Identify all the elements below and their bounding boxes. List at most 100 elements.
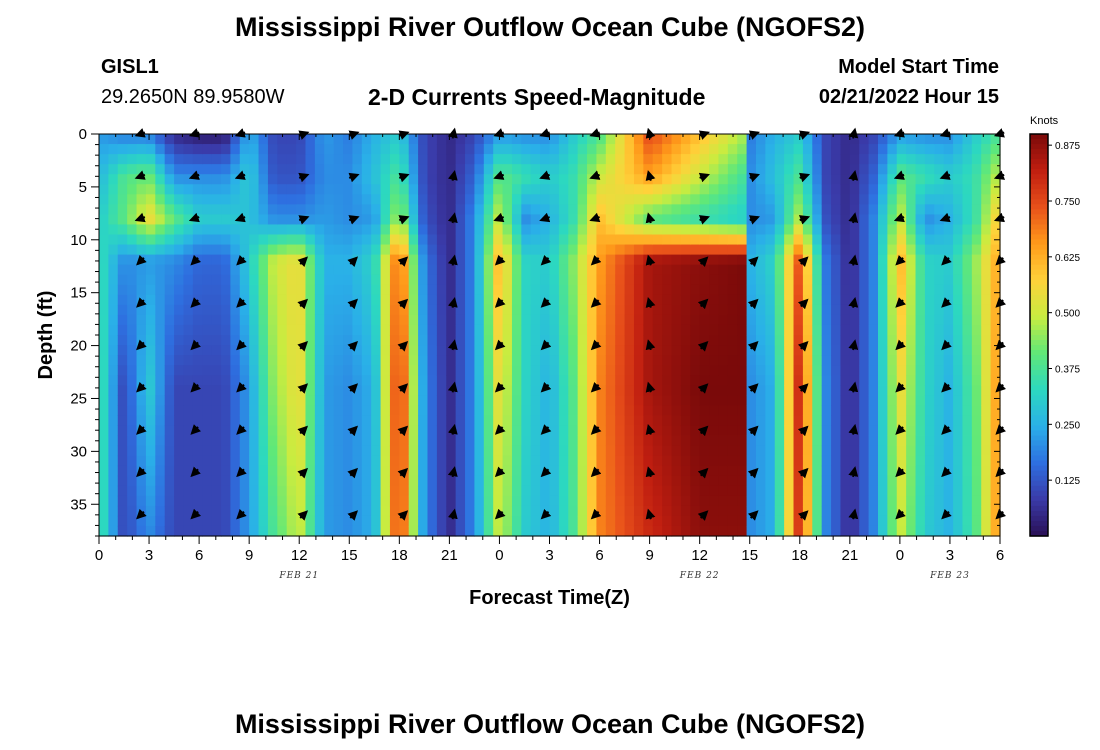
heatmap-cell xyxy=(962,134,973,145)
heatmap-cell xyxy=(718,234,729,246)
heatmap-cell xyxy=(962,405,973,416)
heatmap-cell xyxy=(971,525,982,537)
colorbar-segment xyxy=(1030,204,1048,210)
heatmap-cell xyxy=(549,274,560,286)
heatmap-cell xyxy=(314,395,325,406)
heatmap-cell xyxy=(981,385,992,396)
heatmap-cell xyxy=(361,345,372,356)
heatmap-cell xyxy=(615,395,626,406)
heatmap-cell xyxy=(530,254,541,266)
heatmap-cell xyxy=(906,415,917,427)
current-arrow xyxy=(797,256,809,267)
heatmap-cell xyxy=(333,154,344,165)
heatmap-cell xyxy=(718,164,729,175)
heatmap-cell xyxy=(662,395,673,406)
heatmap-cell xyxy=(690,174,701,185)
heatmap-cell xyxy=(446,144,457,155)
heatmap-cell xyxy=(145,204,156,215)
heatmap-cell xyxy=(352,515,363,527)
heatmap-cell xyxy=(934,415,945,427)
heatmap-cell xyxy=(230,194,241,205)
heatmap-cell xyxy=(709,405,720,416)
heatmap-cell xyxy=(953,465,964,477)
heatmap-cell xyxy=(427,385,438,396)
heatmap-cell xyxy=(361,324,372,336)
heatmap-cell xyxy=(859,194,870,205)
heatmap-cell xyxy=(502,475,513,487)
heatmap-cell xyxy=(267,425,278,437)
heatmap-cell xyxy=(709,335,720,346)
heatmap-cell xyxy=(277,314,288,326)
heatmap-cell xyxy=(906,485,917,497)
heatmap-cell xyxy=(221,214,231,226)
heatmap-cell xyxy=(605,184,616,195)
heatmap-cell xyxy=(380,405,391,416)
heatmap-cell xyxy=(267,144,278,155)
current-arrow xyxy=(136,254,147,266)
heatmap-cell xyxy=(568,244,579,256)
heatmap-cell xyxy=(690,274,701,286)
heatmap-cell xyxy=(258,515,269,527)
heatmap-cell xyxy=(399,274,410,286)
heatmap-cell xyxy=(108,134,119,145)
heatmap-cell xyxy=(821,234,832,246)
heatmap-cell xyxy=(399,194,410,205)
heatmap-cell xyxy=(221,515,231,527)
heatmap-cell xyxy=(840,284,851,296)
heatmap-cell xyxy=(530,385,541,396)
heatmap-cell xyxy=(502,164,513,175)
heatmap-cell xyxy=(990,355,1001,366)
heatmap-cell xyxy=(690,335,701,346)
heatmap-cell xyxy=(389,204,400,215)
heatmap-cell xyxy=(446,184,457,195)
heatmap-cell xyxy=(436,154,447,165)
heatmap-cell xyxy=(633,174,644,185)
heatmap-cell xyxy=(267,405,278,416)
heatmap-cell xyxy=(305,345,316,356)
heatmap-cell xyxy=(483,415,494,427)
heatmap-cell xyxy=(418,174,429,185)
heatmap-cell xyxy=(774,194,785,205)
heatmap-cell xyxy=(230,224,241,236)
heatmap-cell xyxy=(887,174,898,185)
heatmap-cell xyxy=(793,515,804,527)
heatmap-cell xyxy=(530,345,541,356)
heatmap-cell xyxy=(474,485,485,497)
heatmap-cell xyxy=(568,525,579,537)
heatmap-cell xyxy=(915,405,926,416)
heatmap-cell xyxy=(202,234,213,246)
heatmap-cell xyxy=(408,234,419,246)
heatmap-cell xyxy=(399,365,410,376)
heatmap-cell xyxy=(305,355,316,366)
heatmap-cell xyxy=(896,475,907,487)
heatmap-cell xyxy=(155,184,166,195)
heatmap-cell xyxy=(530,335,541,346)
heatmap-cell xyxy=(596,254,607,266)
heatmap-cell xyxy=(587,515,598,527)
heatmap-cell xyxy=(765,224,776,236)
heatmap-cell xyxy=(924,134,935,145)
heatmap-cell xyxy=(465,415,476,427)
heatmap-cell xyxy=(286,405,297,416)
heatmap-cell xyxy=(840,475,851,487)
heatmap-cell xyxy=(765,294,776,306)
heatmap-cell xyxy=(568,495,579,507)
heatmap-cell xyxy=(755,405,766,416)
heatmap-cell xyxy=(286,154,297,165)
heatmap-cell xyxy=(558,365,569,376)
heatmap-cell xyxy=(840,254,851,266)
heatmap-cell xyxy=(136,415,147,427)
heatmap-cell xyxy=(239,365,250,376)
heatmap-cell xyxy=(446,495,457,507)
heatmap-cell xyxy=(774,224,785,236)
heatmap-cell xyxy=(577,194,588,205)
heatmap-cell xyxy=(408,465,419,477)
heatmap-cell xyxy=(624,525,635,537)
heatmap-cell xyxy=(624,234,635,246)
heatmap-cell xyxy=(784,365,795,376)
heatmap-cell xyxy=(183,385,194,396)
heatmap-cell xyxy=(343,455,354,467)
heatmap-cell xyxy=(577,174,588,185)
heatmap-cell xyxy=(174,455,185,467)
heatmap-cell xyxy=(643,174,654,185)
